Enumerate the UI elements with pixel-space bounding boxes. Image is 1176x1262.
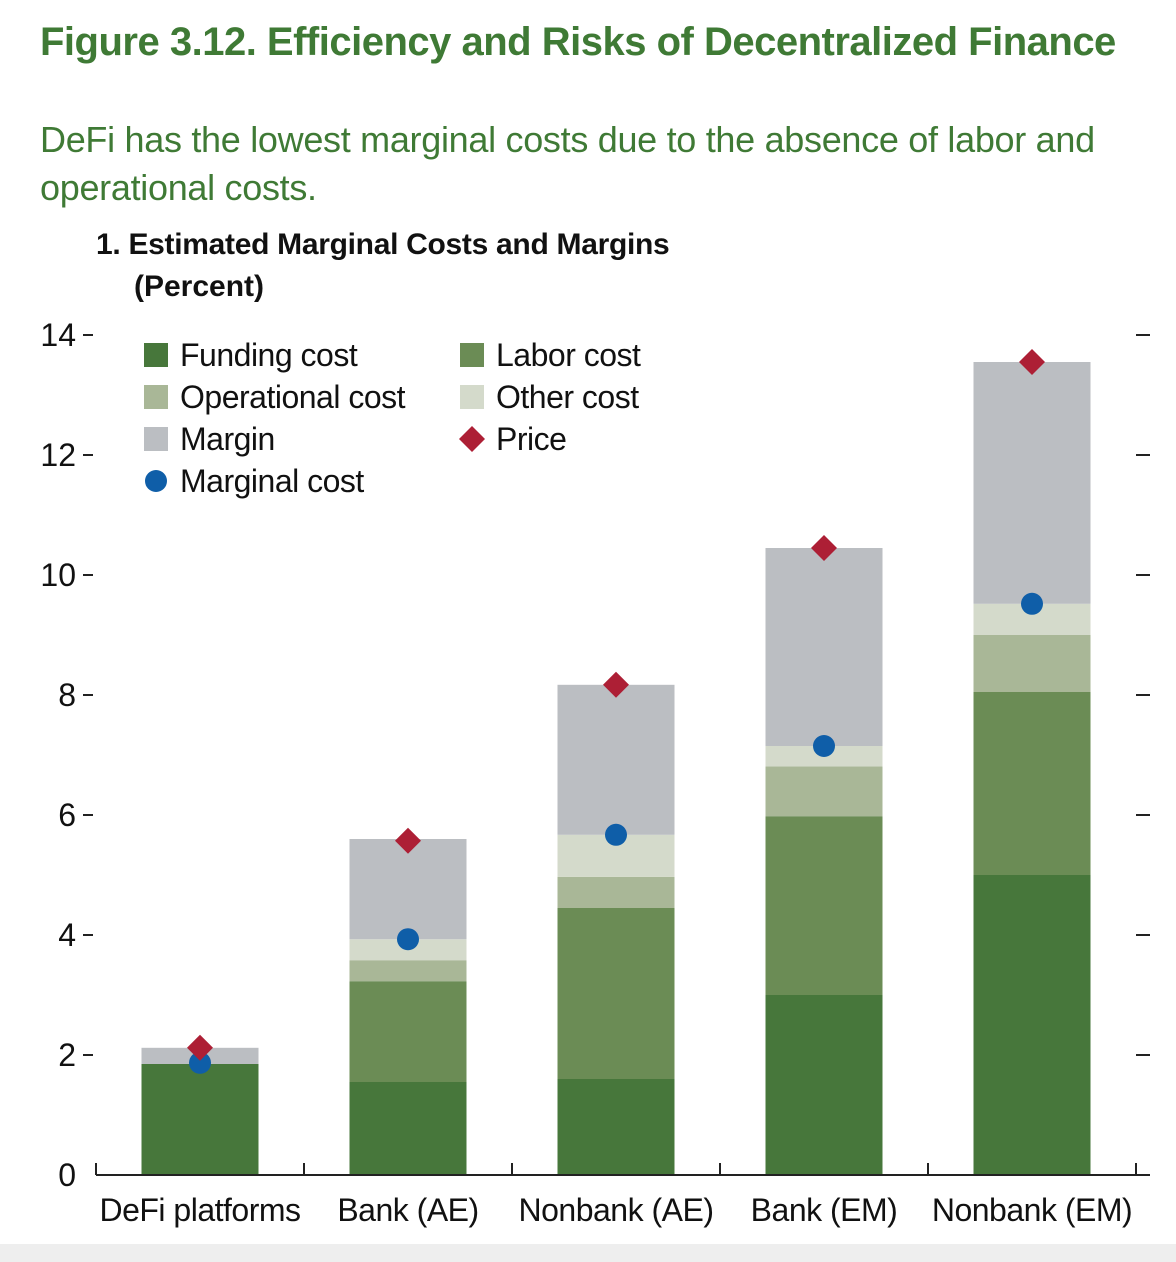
legend-label: Marginal cost xyxy=(180,463,364,499)
bar-margin-nonbank-em xyxy=(973,362,1091,604)
legend-item-operational-cost: Operational cost xyxy=(144,379,406,415)
bar-operational-cost-bank-em xyxy=(765,766,883,817)
figure-subtitle: DeFi has the lowest marginal costs due t… xyxy=(40,119,1095,208)
bar-labor-cost-nonbank-ae xyxy=(557,908,675,1079)
bars-layer xyxy=(141,362,1091,1175)
bar-margin-bank-ae xyxy=(349,839,467,940)
legend-item-marginal-cost: Marginal cost xyxy=(145,463,365,499)
y-tick-label: 2 xyxy=(58,1037,76,1073)
y-tick-label: 4 xyxy=(58,917,76,953)
legend-swatch-operational-cost xyxy=(144,385,168,409)
bottom-strip xyxy=(0,1244,1176,1262)
axes-layer: DeFi platforms Bank (AE) Nonbank (AE) Bank … xyxy=(40,317,1150,1228)
x-tick-label: Bank (EM) xyxy=(751,1192,898,1228)
legend-item-funding-cost: Funding cost xyxy=(144,337,358,373)
marker-marginal-cost-bank-ae xyxy=(397,928,419,951)
bar-labor-cost-bank-em xyxy=(765,816,883,995)
y-tick-label: 0 xyxy=(58,1157,76,1193)
y-tick-label: 14 xyxy=(40,317,76,353)
marker-marginal-cost-nonbank-em xyxy=(1021,592,1043,615)
legend-swatch-margin xyxy=(144,427,168,451)
legend-swatch-marginal-cost xyxy=(145,470,167,492)
y-tick-label: 8 xyxy=(58,677,76,713)
bar-operational-cost-nonbank-em xyxy=(973,635,1091,692)
legend-swatch-other-cost xyxy=(460,385,484,409)
legend-swatch-labor-cost xyxy=(460,343,484,367)
marker-price-nonbank-em xyxy=(1019,349,1045,375)
legend-label: Price xyxy=(496,421,566,457)
bar-operational-cost-nonbank-ae xyxy=(557,876,675,908)
bar-margin-bank-em xyxy=(765,548,883,746)
bar-margin-nonbank-ae xyxy=(557,684,675,835)
bar-labor-cost-bank-ae xyxy=(349,981,467,1082)
bar-funding-cost-bank-ae xyxy=(349,1082,467,1175)
marker-price-nonbank-ae xyxy=(603,671,629,698)
x-tick-label: Nonbank (AE) xyxy=(519,1192,714,1228)
legend-swatch-price xyxy=(459,426,485,452)
x-tick-label: DeFi platforms xyxy=(99,1192,300,1228)
bar-operational-cost-bank-ae xyxy=(349,960,467,982)
marker-price-bank-ae xyxy=(395,827,421,854)
y-tick-label: 6 xyxy=(58,797,76,833)
legend-label: Funding cost xyxy=(180,337,358,373)
legend-item-labor-cost: Labor cost xyxy=(460,337,642,373)
legend-item-price: Price xyxy=(459,421,567,457)
marker-price-defi-platforms xyxy=(187,1034,213,1061)
marker-marginal-cost-nonbank-ae xyxy=(605,823,627,846)
bar-labor-cost-nonbank-em xyxy=(973,692,1091,875)
legend-label: Operational cost xyxy=(180,379,406,415)
legend-label: Margin xyxy=(180,421,275,457)
legend-label: Other cost xyxy=(496,379,639,415)
legend-item-other-cost: Other cost xyxy=(460,379,640,415)
chart-title: 1. Estimated Marginal Costs and Margins xyxy=(96,228,670,261)
legend-item-margin: Margin xyxy=(144,421,275,457)
y-axis-unit: (Percent) xyxy=(134,270,265,303)
bar-funding-cost-defi-platforms xyxy=(141,1064,259,1175)
legend-label: Labor cost xyxy=(496,337,641,373)
legend-swatch-funding-cost xyxy=(144,343,168,367)
markers-layer xyxy=(187,349,1045,1074)
bar-funding-cost-bank-em xyxy=(765,995,883,1175)
marker-price-bank-em xyxy=(811,535,837,561)
marker-marginal-cost-bank-em xyxy=(813,735,835,757)
y-tick-label: 12 xyxy=(40,437,76,473)
x-tick-label: Nonbank (EM) xyxy=(932,1192,1132,1228)
y-tick-label: 10 xyxy=(40,557,76,593)
x-tick-label: Bank (AE) xyxy=(337,1192,478,1228)
legend: Funding cost Labor cost Operational cost Ot… xyxy=(144,337,642,499)
bar-funding-cost-nonbank-em xyxy=(973,875,1091,1175)
marker-marginal-cost-defi-platforms xyxy=(189,1051,211,1074)
bar-funding-cost-nonbank-ae xyxy=(557,1079,675,1175)
figure-title: Figure 3.12. Efficiency and Risks of Dec… xyxy=(40,20,1116,64)
